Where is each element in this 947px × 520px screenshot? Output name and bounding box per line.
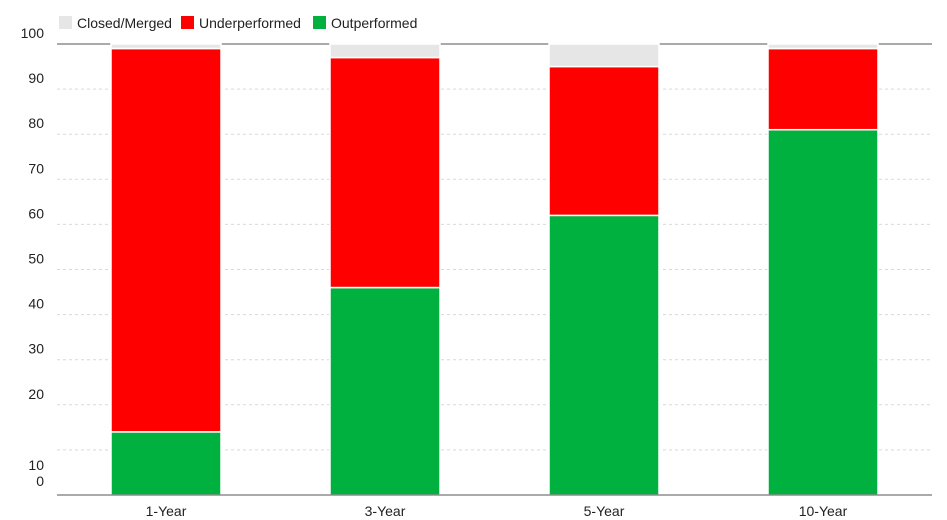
y-tick-label-40: 40 [28, 296, 44, 312]
bar-10-year-outperformed [767, 128, 879, 496]
bar-1-year-underperformed [110, 47, 222, 433]
bar-3-year-closed-merged [329, 43, 441, 59]
bar-10-year-underperformed [767, 47, 879, 131]
bar-1-year-outperformed [110, 431, 222, 496]
bar-3-year-underperformed [329, 56, 441, 289]
legend-label-underperformed: Underperformed [199, 15, 301, 31]
legend-swatch-underperformed [181, 16, 194, 29]
y-tick-label-0: 0 [36, 473, 44, 489]
y-tick-label-60: 60 [28, 205, 44, 221]
bar-1-year-closed-merged [110, 43, 222, 50]
x-tick-label-3-year: 3-Year [365, 503, 406, 519]
x-tick-label-1-year: 1-Year [146, 503, 187, 519]
bar-5-year-closed-merged [548, 43, 660, 68]
x-axis: 1-Year 3-Year 5-Year 10-Year [57, 494, 932, 519]
y-tick-label-20: 20 [28, 386, 44, 402]
x-tick-label-5-year: 5-Year [584, 503, 625, 519]
legend-label-outperformed: Outperformed [331, 15, 417, 31]
legend-label-closed-merged: Closed/Merged [77, 15, 172, 31]
legend-swatch-closed-merged [59, 16, 72, 29]
legend-swatch-outperformed [313, 16, 326, 29]
x-tick-label-10-year: 10-Year [799, 503, 848, 519]
y-tick-label-50: 50 [28, 251, 44, 267]
bar-10-year-closed-merged [767, 43, 879, 50]
y-tick-label-80: 80 [28, 115, 44, 131]
y-tick-label-90: 90 [28, 70, 44, 86]
y-tick-label-70: 70 [28, 160, 44, 176]
y-tick-label-30: 30 [28, 341, 44, 357]
y-tick-label-10: 10 [28, 457, 44, 473]
bar-5-year-outperformed [548, 214, 660, 496]
bars [110, 43, 879, 496]
bar-5-year-underperformed [548, 65, 660, 217]
legend: Closed/Merged Underperformed Outperformed [59, 15, 417, 31]
y-tick-label-100: 100 [21, 25, 45, 41]
bar-3-year-outperformed [329, 286, 441, 496]
